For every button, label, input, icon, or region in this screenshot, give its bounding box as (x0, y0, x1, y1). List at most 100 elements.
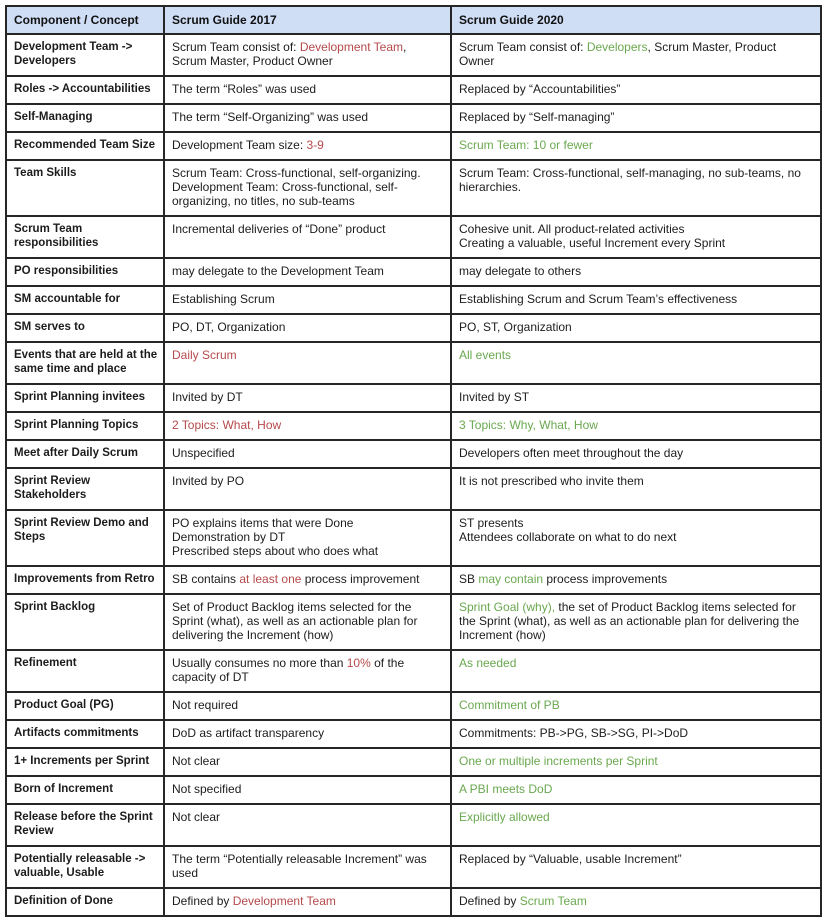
cell-text: DoD as artifact transparency (172, 726, 325, 740)
guide-2017-cell: Invited by PO (163, 467, 452, 511)
guide-2017-cell: Establishing Scrum (163, 285, 452, 315)
cell-text: Defined by (459, 894, 520, 908)
guide-2020-cell: Scrum Team: Cross-functional, self-manag… (450, 159, 822, 217)
guide-2017-cell: SB contains at least one process improve… (163, 565, 452, 595)
cell-text: Invited by ST (459, 390, 530, 404)
guide-2017-cell: Scrum Team: Cross-functional, self-organ… (163, 159, 452, 217)
concept-cell: Product Goal (PG) (5, 691, 165, 721)
cell-text: It is not prescribed who invite them (459, 474, 644, 488)
column-header-scrum-guide-2020: Scrum Guide 2020 (450, 5, 822, 35)
column-header-scrum-guide-2017: Scrum Guide 2017 (163, 5, 452, 35)
cell-text: Establishing Scrum and Scrum Team’s effe… (459, 292, 738, 306)
cell-text: PO, DT, Organization (172, 320, 286, 334)
guide-2017-cell: may delegate to the Development Team (163, 257, 452, 287)
cell-text: Scrum Team: Cross-functional, self-manag… (459, 166, 805, 194)
guide-2017-cell: Scrum Team consist of: Development Team,… (163, 33, 452, 77)
guide-2020-cell: Developers often meet throughout the day (450, 439, 822, 469)
green-highlight-text: Commitment of PB (459, 698, 560, 712)
cell-text: Usually consumes no more than (172, 656, 347, 670)
cell-text: Not specified (172, 782, 242, 796)
cell-text: of the capacity of DT (172, 656, 408, 684)
cell-text: Unspecified (172, 446, 235, 460)
guide-2020-cell: Invited by ST (450, 383, 822, 413)
cell-text: Scrum Team: Cross-functional, self-organ… (172, 166, 421, 208)
table-row: Sprint Planning invitees Invited by DT Inv… (5, 383, 822, 413)
concept-cell: PO responsibilities (5, 257, 165, 287)
guide-2017-cell: 2 Topics: What, How (163, 411, 452, 441)
red-highlight-text: Development Team (299, 40, 403, 54)
guide-2017-cell: PO explains items that were Done Demonst… (163, 509, 452, 567)
cell-text: SB (459, 572, 479, 586)
guide-2020-cell: As needed (450, 649, 822, 693)
green-highlight-text: 3 Topics: Why, What, How (459, 418, 598, 432)
table-body: Development Team -> Developers Scrum Team… (5, 33, 822, 917)
cell-text: Replaced by “Self-managing” (459, 110, 615, 124)
concept-cell: Improvements from Retro (5, 565, 165, 595)
header-row: Component / Concept Scrum Guide 2017 Scr… (5, 5, 822, 35)
guide-2017-cell: Usually consumes no more than 10% of the… (163, 649, 452, 693)
table-row: Self-Managing The term “Self-Organizing” … (5, 103, 822, 133)
concept-cell: Potentially releasable -> valuable, Usab… (5, 845, 165, 889)
concept-cell: Release before the Sprint Review (5, 803, 165, 847)
table-row: SM accountable for Establishing Scrum Esta… (5, 285, 822, 315)
guide-2017-cell: The term “Self-Organizing” was used (163, 103, 452, 133)
guide-2017-cell: Incremental deliveries of “Done” product (163, 215, 452, 259)
table-row: Roles -> Accountabilities The term “Roles… (5, 75, 822, 105)
guide-2020-cell: Commitment of PB (450, 691, 822, 721)
table-row: Sprint Backlog Set of Product Backlog ite… (5, 593, 822, 651)
guide-2020-cell: SB may contain process improvements (450, 565, 822, 595)
table-row: Release before the Sprint Review Not clea… (5, 803, 822, 847)
cell-text: process improvement (301, 572, 420, 586)
cell-text: Commitments: PB->PG, SB->SG, PI->DoD (459, 726, 689, 740)
cell-text: The term “Self-Organizing” was used (172, 110, 369, 124)
table-row: Definition of Done Defined by Development… (5, 887, 822, 917)
table-row: 1+ Increments per Sprint Not clear One or … (5, 747, 822, 777)
table-row: Development Team -> Developers Scrum Team… (5, 33, 822, 77)
cell-text: Establishing Scrum (172, 292, 275, 306)
red-highlight-text: Development Team (232, 894, 336, 908)
concept-cell: SM accountable for (5, 285, 165, 315)
guide-2017-cell: Development Team size: 3-9 (163, 131, 452, 161)
guide-2020-cell: Explicitly allowed (450, 803, 822, 847)
table-row: Potentially releasable -> valuable, Usab… (5, 845, 822, 889)
concept-cell: Recommended Team Size (5, 131, 165, 161)
guide-2020-cell: Scrum Team consist of: Developers, Scrum… (450, 33, 822, 77)
guide-2020-cell: Sprint Goal (why), the set of Product Ba… (450, 593, 822, 651)
cell-text: Replaced by “Accountabilities” (459, 82, 621, 96)
guide-2020-cell: Commitments: PB->PG, SB->SG, PI->DoD (450, 719, 822, 749)
red-highlight-text: 2 Topics: What, How (172, 418, 282, 432)
guide-2020-cell: All events (450, 341, 822, 385)
cell-text: Defined by (172, 894, 233, 908)
green-highlight-text: As needed (459, 656, 517, 670)
concept-cell: 1+ Increments per Sprint (5, 747, 165, 777)
concept-cell: Sprint Planning invitees (5, 383, 165, 413)
guide-2020-cell: Scrum Team: 10 or fewer (450, 131, 822, 161)
guide-2020-cell: Replaced by “Self-managing” (450, 103, 822, 133)
cell-text: may delegate to the Development Team (172, 264, 384, 278)
table-row: Events that are held at the same time an… (5, 341, 822, 385)
guide-2020-cell: may delegate to others (450, 257, 822, 287)
cell-text: Invited by PO (172, 474, 245, 488)
cell-text: , Scrum Master, Product Owner (459, 40, 780, 68)
cell-text: Incremental deliveries of “Done” product (172, 222, 386, 236)
guide-2017-cell: The term “Potentially releasable Increme… (163, 845, 452, 889)
cell-text: Not required (172, 698, 239, 712)
green-highlight-text: A PBI meets DoD (459, 782, 553, 796)
cell-text: the set of Product Backlog items selecte… (459, 600, 803, 642)
cell-text: Replaced by “Valuable, usable Increment” (459, 852, 682, 866)
guide-2020-cell: Replaced by “Valuable, usable Increment” (450, 845, 822, 889)
guide-2017-cell: Defined by Development Team (163, 887, 452, 917)
cell-text: The term “Potentially releasable Increme… (172, 852, 431, 880)
cell-text: Set of Product Backlog items selected fo… (172, 600, 421, 642)
table-row: Improvements from Retro SB contains at le… (5, 565, 822, 595)
concept-cell: Sprint Planning Topics (5, 411, 165, 441)
cell-text: PO explains items that were Done Demonst… (172, 516, 379, 558)
guide-2017-cell: Not clear (163, 747, 452, 777)
cell-text: Developers often meet throughout the day (459, 446, 684, 460)
concept-cell: Sprint Review Demo and Steps (5, 509, 165, 567)
table-row: Refinement Usually consumes no more than … (5, 649, 822, 693)
concept-cell: Sprint Backlog (5, 593, 165, 651)
cell-text: Development Team size: (172, 138, 307, 152)
cell-text: Scrum Team consist of: (172, 40, 300, 54)
